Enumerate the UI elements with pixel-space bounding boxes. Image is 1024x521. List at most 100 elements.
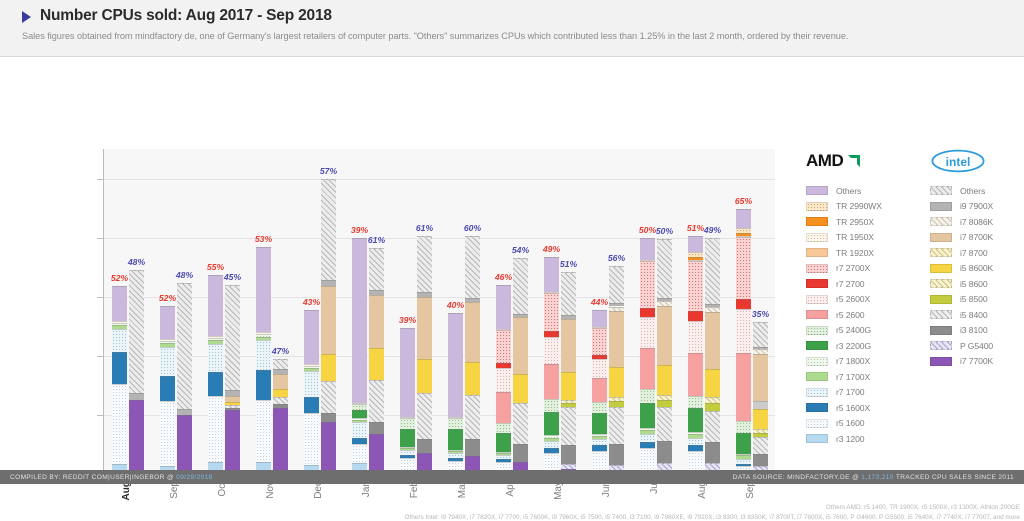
bar-segment[interactable] bbox=[304, 397, 319, 414]
bar-segment[interactable] bbox=[705, 397, 720, 404]
bar-segment[interactable] bbox=[496, 328, 511, 331]
bar-segment[interactable] bbox=[736, 458, 751, 464]
bar-segment[interactable] bbox=[112, 328, 127, 352]
legend-item[interactable]: TR 1950X bbox=[806, 230, 924, 246]
bar-segment[interactable] bbox=[448, 453, 463, 458]
bar-segment[interactable] bbox=[640, 307, 655, 317]
bar-segment[interactable] bbox=[448, 451, 463, 454]
bar-segment[interactable] bbox=[561, 406, 576, 446]
bar-segment[interactable] bbox=[688, 445, 703, 451]
bar-segment[interactable] bbox=[592, 433, 607, 436]
bar-segment[interactable] bbox=[448, 450, 463, 452]
bar-segment[interactable] bbox=[304, 367, 319, 371]
bar-segment[interactable] bbox=[688, 311, 703, 321]
bar-segment[interactable] bbox=[705, 410, 720, 442]
bar-segment[interactable] bbox=[592, 438, 607, 446]
legend-item[interactable]: Others bbox=[806, 183, 924, 199]
bar-segment[interactable] bbox=[736, 236, 751, 238]
bar-segment[interactable] bbox=[273, 374, 288, 390]
bar-segment[interactable] bbox=[160, 338, 175, 341]
bar-segment[interactable] bbox=[448, 417, 463, 419]
bar-segment[interactable] bbox=[417, 453, 432, 474]
bar-segment[interactable] bbox=[513, 258, 528, 314]
bar-segment[interactable] bbox=[640, 316, 655, 348]
bar-segment[interactable] bbox=[256, 399, 271, 462]
bar-segment[interactable] bbox=[688, 320, 703, 354]
bar-segment[interactable] bbox=[208, 340, 223, 344]
bar-intel-Jul[interactable] bbox=[657, 239, 672, 474]
bar-segment[interactable] bbox=[544, 292, 559, 332]
bar-intel-Nov[interactable] bbox=[273, 358, 288, 474]
bar-segment[interactable] bbox=[736, 455, 751, 459]
bar-segment[interactable] bbox=[400, 327, 415, 418]
bar-segment[interactable] bbox=[640, 389, 655, 403]
bar-segment[interactable] bbox=[640, 237, 655, 260]
bar-segment[interactable] bbox=[544, 331, 559, 338]
bar-segment[interactable] bbox=[352, 237, 367, 404]
bar-segment[interactable] bbox=[736, 308, 751, 354]
legend-item[interactable]: r7 2700X bbox=[806, 261, 924, 277]
bar-segment[interactable] bbox=[753, 466, 768, 473]
bar-amd-Apr[interactable] bbox=[496, 284, 511, 474]
bar-segment[interactable] bbox=[112, 286, 127, 321]
bar-segment[interactable] bbox=[592, 328, 607, 355]
bar-segment[interactable] bbox=[688, 259, 703, 261]
legend-item[interactable]: i5 8400 bbox=[930, 307, 1024, 323]
bar-segment[interactable] bbox=[177, 409, 192, 415]
bar-amd-Jun[interactable] bbox=[592, 310, 607, 474]
bar-segment[interactable] bbox=[208, 337, 223, 341]
bar-segment[interactable] bbox=[753, 432, 768, 438]
bar-segment[interactable] bbox=[256, 246, 271, 332]
bar-segment[interactable] bbox=[400, 428, 415, 447]
bar-segment[interactable] bbox=[273, 404, 288, 408]
bar-segment[interactable] bbox=[465, 297, 480, 302]
bar-segment[interactable] bbox=[352, 443, 367, 463]
bar-segment[interactable] bbox=[640, 434, 655, 442]
bar-segment[interactable] bbox=[592, 450, 607, 472]
bar-segment[interactable] bbox=[544, 256, 559, 292]
bar-segment[interactable] bbox=[321, 380, 336, 414]
bar-segment[interactable] bbox=[640, 259, 655, 261]
bar-segment[interactable] bbox=[544, 435, 559, 438]
bar-segment[interactable] bbox=[208, 274, 223, 337]
bar-segment[interactable] bbox=[160, 305, 175, 339]
bar-segment[interactable] bbox=[352, 409, 367, 419]
bar-segment[interactable] bbox=[496, 284, 511, 329]
bar-segment[interactable] bbox=[321, 280, 336, 287]
legend-item[interactable]: i7 8086K bbox=[930, 214, 1024, 230]
bar-segment[interactable] bbox=[417, 358, 432, 393]
play-triangle-icon[interactable] bbox=[22, 10, 31, 23]
bar-amd-Mar[interactable] bbox=[448, 312, 463, 474]
bar-segment[interactable] bbox=[705, 306, 720, 312]
bar-segment[interactable] bbox=[640, 448, 655, 472]
bar-segment[interactable] bbox=[225, 284, 240, 390]
bar-segment[interactable] bbox=[688, 396, 703, 409]
bar-segment[interactable] bbox=[705, 304, 720, 307]
bar-segment[interactable] bbox=[321, 354, 336, 381]
legend-item[interactable]: r5 1600X bbox=[806, 400, 924, 416]
bar-segment[interactable] bbox=[544, 448, 559, 454]
bar-segment[interactable] bbox=[544, 337, 559, 364]
bar-intel-Apr[interactable] bbox=[513, 258, 528, 474]
bar-segment[interactable] bbox=[160, 375, 175, 402]
bar-segment[interactable] bbox=[321, 286, 336, 355]
bar-intel-Aug[interactable] bbox=[129, 270, 144, 474]
bar-segment[interactable] bbox=[129, 270, 144, 394]
bar-segment[interactable] bbox=[369, 347, 384, 381]
bar-segment[interactable] bbox=[225, 410, 240, 474]
bar-segment[interactable] bbox=[400, 417, 415, 419]
bar-segment[interactable] bbox=[496, 362, 511, 368]
bar-segment[interactable] bbox=[688, 432, 703, 435]
bar-segment[interactable] bbox=[561, 271, 576, 316]
bar-segment[interactable] bbox=[657, 441, 672, 464]
bar-segment[interactable] bbox=[736, 299, 751, 309]
legend-item[interactable]: i9 7900X bbox=[930, 199, 1024, 215]
bar-segment[interactable] bbox=[688, 261, 703, 312]
legend-item[interactable]: i7 8700 bbox=[930, 245, 1024, 261]
bar-segment[interactable] bbox=[705, 311, 720, 370]
bar-segment[interactable] bbox=[513, 444, 528, 463]
bar-segment[interactable] bbox=[496, 432, 511, 453]
bar-segment[interactable] bbox=[369, 434, 384, 474]
bar-segment[interactable] bbox=[736, 227, 751, 233]
bar-segment[interactable] bbox=[321, 422, 336, 474]
